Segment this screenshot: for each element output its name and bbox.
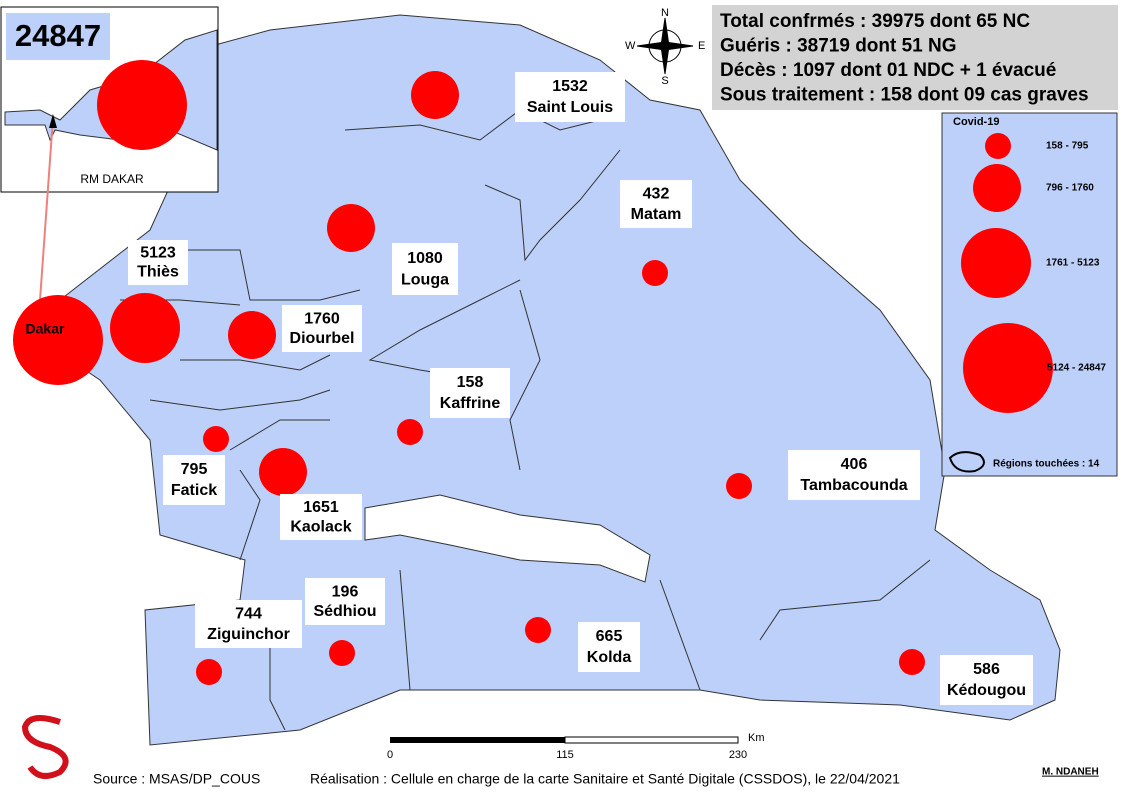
region-value: 586 — [973, 661, 1000, 678]
gambia — [364, 494, 651, 583]
region-circle — [228, 311, 276, 359]
region-name: Matam — [631, 206, 682, 223]
legend-note: Régions touchées : 14 — [993, 459, 1100, 470]
inset-arrowhead — [49, 114, 57, 128]
scale-bar — [390, 737, 565, 743]
region-label-box — [620, 180, 692, 228]
region-label-box — [515, 72, 625, 122]
legend-region-symbol — [948, 451, 985, 473]
region-circle — [397, 419, 423, 445]
region-value: 1760 — [304, 310, 340, 327]
compass — [636, 17, 694, 75]
region-circle — [327, 204, 375, 252]
region-name: Ziguinchor — [207, 626, 290, 643]
region-value: 1080 — [407, 250, 443, 267]
scale-tick-label: 0 — [387, 749, 393, 761]
region-name: Louga — [401, 272, 449, 289]
inset-pointer — [39, 117, 54, 301]
legend-class: 158 - 795 — [1046, 141, 1089, 152]
logo — [21, 715, 69, 779]
region-value: 158 — [457, 374, 484, 391]
region-label-box — [163, 455, 225, 505]
inset-title-box — [6, 13, 110, 60]
scale-tick-label: 115 — [556, 749, 574, 761]
source: Source : MSAS/DP_COUS — [93, 771, 260, 787]
region-circle — [196, 659, 222, 685]
region-name: Diourbel — [290, 330, 355, 347]
region-label-box — [392, 243, 458, 295]
legend-class: 1761 - 5123 — [1046, 258, 1100, 269]
region-label-box — [788, 450, 920, 500]
region-label-box — [128, 240, 188, 285]
region-label-box — [430, 368, 510, 418]
region-name: Thiès — [137, 264, 179, 281]
region-circle — [203, 426, 229, 452]
region-value: 1532 — [552, 78, 588, 95]
region-name: Tambacounda — [800, 477, 907, 494]
credit: Réalisation : Cellule en charge de la ca… — [310, 771, 900, 787]
region-name: Kaffrine — [440, 395, 501, 412]
legend-symbol — [961, 228, 1031, 298]
region-circle — [525, 617, 551, 643]
region-name: Fatick — [171, 482, 217, 499]
region-label-box — [282, 305, 362, 352]
region-name: Kédougou — [947, 682, 1026, 699]
region-label-box — [305, 578, 385, 625]
region-label-box — [578, 622, 640, 672]
scale-tick-label: 230 — [729, 749, 747, 761]
region-circle — [726, 473, 752, 499]
inset-title: 24847 — [15, 18, 101, 53]
compass-n: N — [661, 7, 669, 19]
inset-dakar-circle — [97, 60, 187, 150]
region-value: 432 — [643, 186, 670, 203]
region-circle — [110, 293, 180, 363]
region-name: Kaolack — [290, 518, 351, 535]
scale-bar — [564, 736, 739, 744]
legend-class: 5124 - 24847 — [1047, 363, 1106, 374]
region-value: 196 — [332, 583, 359, 600]
summary-line: Guéris : 38719 dont 51 NG — [720, 36, 957, 57]
dakar-label: Dakar — [26, 321, 65, 337]
legend-symbol — [963, 323, 1053, 413]
scale-unit: Km — [748, 732, 765, 744]
dakar-circle — [13, 295, 103, 385]
summary-line: Sous traitement : 158 dont 09 cas graves — [720, 85, 1089, 106]
legend-symbol — [973, 164, 1021, 212]
region-circle — [329, 640, 355, 666]
region-value: 1651 — [303, 499, 339, 516]
region-value: 744 — [235, 606, 262, 623]
region-circle — [899, 649, 925, 675]
region-name: Kolda — [587, 649, 632, 666]
compass-s: S — [661, 75, 668, 87]
region-label-box — [195, 600, 302, 648]
region-circle — [642, 260, 668, 286]
region-circle — [411, 71, 459, 119]
summary-box — [712, 5, 1118, 110]
region-value: 795 — [181, 461, 208, 478]
compass-e: E — [698, 40, 705, 52]
legend-symbol — [985, 133, 1011, 159]
inset-caption: RM DAKAR — [80, 172, 144, 186]
legend-class: 796 - 1760 — [1046, 183, 1094, 194]
legend-title: Covid-19 — [953, 116, 999, 128]
summary-line: Total confrmés : 39975 dont 65 NC — [720, 11, 1030, 32]
region-value: 665 — [596, 628, 623, 645]
region-name: Saint Louis — [527, 99, 613, 116]
region-value: 406 — [841, 456, 868, 473]
region-value: 5123 — [140, 245, 176, 262]
legend-box — [941, 112, 1118, 477]
boundaries — [120, 109, 931, 731]
summary-line: Décès : 1097 dont 01 NDC + 1 évacué — [720, 60, 1056, 81]
compass-w: W — [625, 40, 636, 52]
region-label-box — [280, 494, 362, 540]
region-name: Sédhiou — [313, 603, 376, 620]
region-label-box — [940, 655, 1033, 705]
region-circle — [259, 448, 307, 496]
country — [59, 14, 1061, 746]
author: M. NDANEH — [1042, 767, 1099, 778]
